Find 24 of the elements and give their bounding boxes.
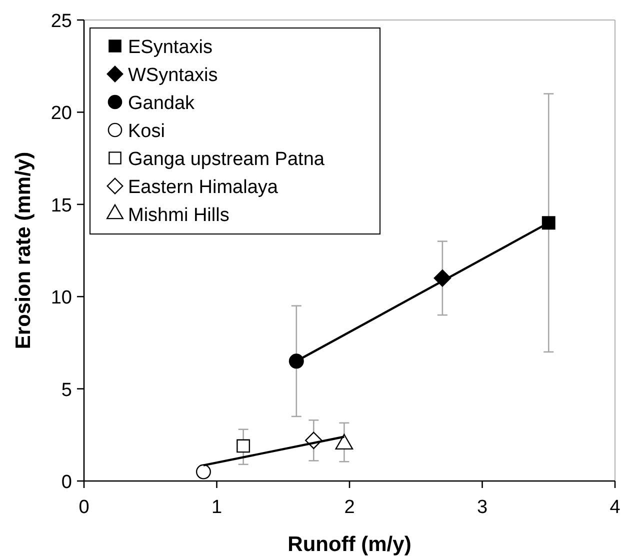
- y-tick-label: 15: [50, 195, 72, 216]
- legend-label: Eastern Himalaya: [128, 177, 278, 198]
- y-tick-label: 25: [50, 11, 72, 32]
- y-tick-label: 10: [50, 288, 72, 309]
- y-tick-label: 0: [61, 472, 72, 493]
- y-tick-label: 5: [61, 380, 72, 401]
- legend-label: WSyntaxis: [128, 65, 218, 86]
- legend-label: Gandak: [128, 93, 196, 114]
- x-tick-label: 4: [610, 497, 621, 518]
- x-axis-title: Runoff (m/y): [288, 533, 412, 556]
- point: [542, 216, 556, 230]
- legend-label: Ganga upstream Patna: [128, 149, 325, 170]
- y-axis-title: Erosion rate (mm/y): [12, 152, 35, 350]
- point: [196, 464, 211, 480]
- legend-label: ESyntaxis: [128, 37, 212, 58]
- x-tick-label: 2: [344, 497, 355, 518]
- legend-label: Kosi: [128, 121, 165, 142]
- y-tick-label: 20: [50, 103, 72, 124]
- point: [236, 439, 250, 453]
- x-tick-label: 0: [78, 497, 90, 518]
- x-tick-label: 3: [476, 497, 488, 518]
- legend-label: Mishmi Hills: [128, 205, 230, 226]
- x-tick-label: 1: [211, 497, 222, 518]
- point: [288, 354, 304, 369]
